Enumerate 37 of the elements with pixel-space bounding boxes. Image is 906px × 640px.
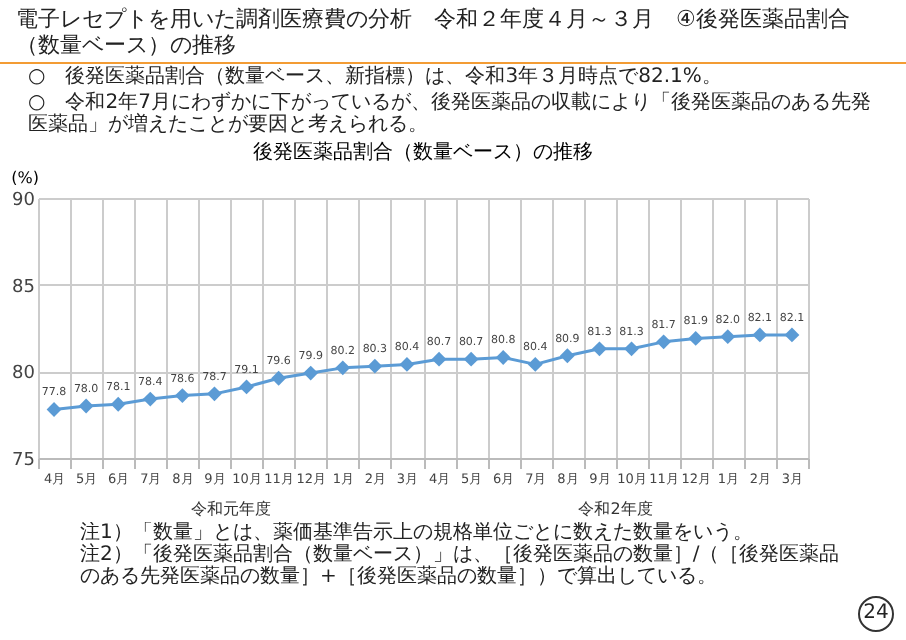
y-tick-label: 90 [12, 191, 36, 211]
text: 24 [858, 596, 894, 632]
point [110, 396, 126, 412]
text: ○ 後発医薬品割合（数量ベース、新指標）は、令和3年３月時点で82.1%。 [26, 64, 724, 90]
point [720, 329, 736, 345]
point [527, 356, 543, 372]
point [592, 341, 607, 357]
point [239, 379, 254, 395]
point [142, 391, 158, 407]
point [431, 351, 447, 367]
text: 令和2年度 [578, 500, 653, 518]
point [784, 327, 800, 343]
point [271, 370, 287, 386]
point [688, 330, 704, 346]
point [559, 348, 575, 364]
point [174, 388, 190, 404]
y-tick-label: 75 [12, 451, 35, 471]
text: 注2）「後発医薬品割合（数量ベース）」は、［後発医薬品の数量］/（［後発医薬品のある先発医薬品の数量］+［後発医薬品の数量］）で算出している。 [80, 544, 842, 588]
point [656, 334, 672, 350]
point [207, 386, 222, 402]
point [495, 350, 511, 365]
point [463, 351, 479, 367]
point [78, 398, 94, 414]
text: ○ 令和2年7月にわずかに下がっているが、後発医薬品の収載により「後発医薬品のある先発医薬品」が増えたことが要因と考えられる。 [26, 90, 873, 138]
point [624, 341, 639, 357]
point [752, 327, 768, 343]
text: 令和元年度 [190, 500, 271, 518]
chart-title: 電子レセプトを用いた調剤医療費の分析 令和２年度４月～３月 ④後発医薬品割合（数量ベース）の推移 [0, 0, 906, 64]
point [399, 356, 415, 372]
point [367, 358, 383, 374]
point [303, 365, 319, 381]
y-tick-label: 85 [12, 277, 35, 298]
text: 注1）「数量」とは、薬価基準告示上の規格単位ごとに数えた数量をいう。 [80, 522, 755, 544]
y-axis-title: (%) [11, 169, 39, 187]
y-tick-label: 80 [12, 364, 36, 385]
chart-subtitle: 後発医薬品割合（数量ベース）の推移 [253, 140, 593, 164]
point [335, 360, 351, 376]
